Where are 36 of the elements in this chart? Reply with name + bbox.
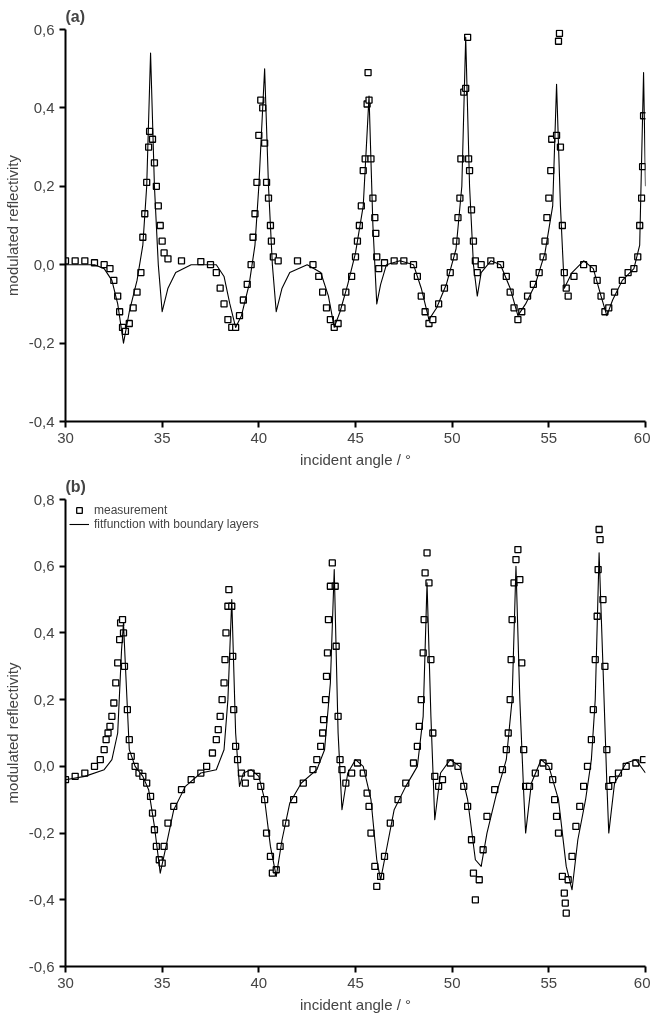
x-tick-label: 45 bbox=[347, 973, 364, 991]
y-tick-label: 0,6 bbox=[33, 557, 55, 575]
legend-label: fitfunction with boundary layers bbox=[94, 517, 259, 531]
y-tick-label: -0,2 bbox=[28, 824, 55, 842]
chart-title: (b) bbox=[65, 477, 86, 495]
x-tick-label: 60 bbox=[633, 973, 651, 991]
x-tick-label: 50 bbox=[443, 428, 461, 446]
x-tick-label: 55 bbox=[540, 428, 558, 446]
y-tick-label: -0,4 bbox=[28, 890, 55, 908]
y-tick-label: 0,0 bbox=[33, 255, 55, 273]
y-axis-title: modulated reflectivity bbox=[3, 662, 21, 804]
x-axis-title: incident angle / ° bbox=[299, 450, 412, 468]
y-tick-label: 0,2 bbox=[33, 177, 55, 195]
y-axis-title: modulated reflectivity bbox=[3, 154, 21, 296]
x-tick-label: 55 bbox=[540, 973, 558, 991]
y-tick-label: 0,6 bbox=[33, 20, 55, 38]
x-tick-label: 40 bbox=[250, 428, 268, 446]
x-tick-label: 45 bbox=[347, 428, 364, 446]
x-tick-label: 30 bbox=[57, 428, 74, 446]
y-tick-label: 0,4 bbox=[33, 98, 55, 116]
chart-title: (a) bbox=[65, 7, 86, 25]
x-tick-label: 30 bbox=[57, 973, 74, 991]
y-tick-label: 0,2 bbox=[33, 690, 55, 708]
legend-label: measurement bbox=[94, 503, 168, 517]
y-tick-label: 0,0 bbox=[33, 757, 55, 775]
y-tick-label: 0,8 bbox=[33, 490, 55, 508]
y-tick-label: -0,2 bbox=[28, 334, 55, 352]
y-tick-label: -0,6 bbox=[28, 957, 55, 975]
y-tick-label: -0,4 bbox=[28, 412, 55, 430]
x-axis-title: incident angle / ° bbox=[299, 995, 412, 1013]
x-tick-label: 35 bbox=[153, 973, 171, 991]
x-tick-label: 60 bbox=[633, 428, 651, 446]
x-tick-label: 40 bbox=[250, 973, 268, 991]
x-tick-label: 50 bbox=[443, 973, 461, 991]
y-tick-label: 0,4 bbox=[33, 623, 55, 641]
x-tick-label: 35 bbox=[153, 428, 171, 446]
